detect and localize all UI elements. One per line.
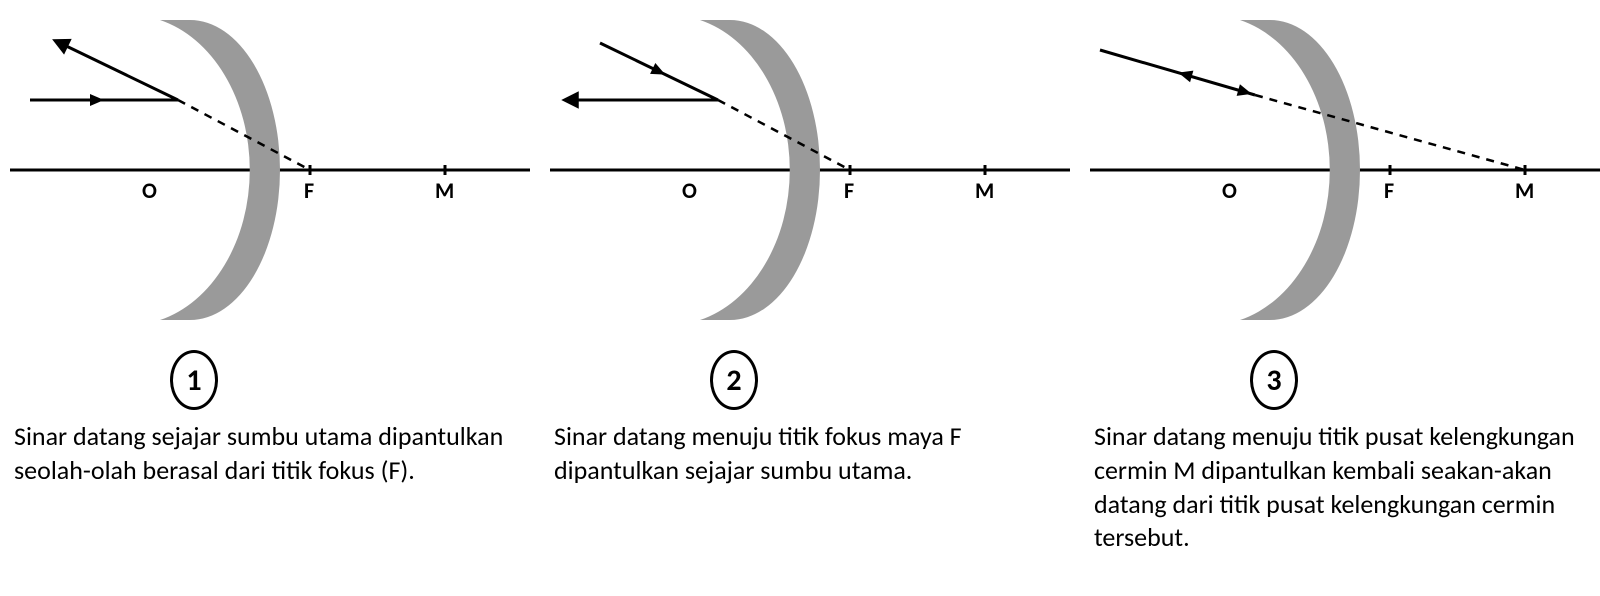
- reflected-ray: [60, 43, 178, 100]
- diagram-1: O F M: [10, 0, 530, 340]
- label-F: F: [844, 177, 854, 204]
- diagram-svg-3: O F M: [1090, 0, 1600, 340]
- label-M: M: [435, 177, 454, 204]
- incident-arrowhead-end: [1237, 84, 1254, 99]
- panel-3: O F M 3 Sinar datang menuju titik pusat …: [1080, 0, 1600, 596]
- label-F: F: [1384, 177, 1394, 204]
- badge-wrap-2: 2: [550, 350, 1070, 410]
- badge-wrap-3: 3: [1090, 350, 1600, 410]
- diagram-svg-2: O F M: [550, 0, 1070, 340]
- badge-3: 3: [1250, 350, 1298, 410]
- label-F: F: [304, 177, 314, 204]
- incident-arrowhead: [650, 63, 668, 80]
- caption-3: Sinar datang menuju titik pusat kelengku…: [1090, 420, 1600, 555]
- diagram-svg-1: O F M: [10, 0, 530, 340]
- label-M: M: [975, 177, 994, 204]
- incident-arrowhead: [90, 94, 104, 106]
- diagram-2: O F M: [550, 0, 1070, 340]
- panel-2: O F M 2 Sinar datang menuju titik fokus …: [540, 0, 1080, 596]
- virtual-extension: [1255, 95, 1525, 170]
- badge-2: 2: [710, 350, 758, 410]
- panel-1: O F M 1 Sinar datang sejajar sumbu utama…: [0, 0, 540, 596]
- label-M: M: [1515, 177, 1534, 204]
- incident-ray: [1100, 50, 1255, 95]
- label-O: O: [142, 177, 157, 204]
- badge-1: 1: [170, 350, 218, 410]
- caption-2: Sinar datang menuju titik fokus maya F d…: [550, 420, 1070, 488]
- diagram-3: O F M: [1090, 0, 1600, 340]
- caption-1: Sinar datang sejajar sumbu utama dipantu…: [10, 420, 530, 488]
- label-O: O: [1222, 177, 1237, 204]
- label-O: O: [682, 177, 697, 204]
- badge-wrap-1: 1: [10, 350, 530, 410]
